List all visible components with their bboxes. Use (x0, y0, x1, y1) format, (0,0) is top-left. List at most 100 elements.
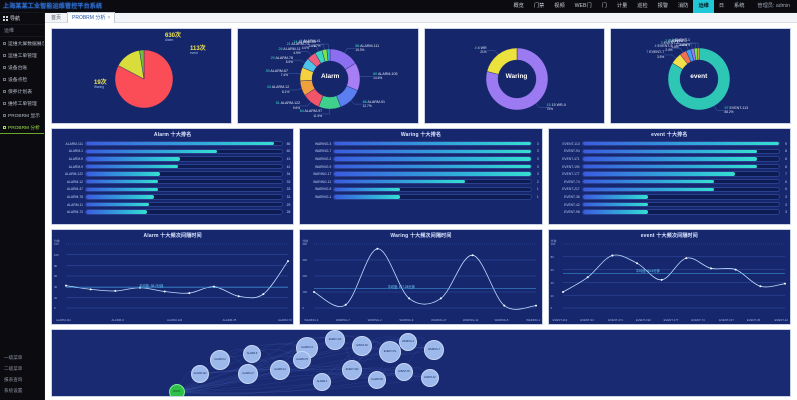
bar-row[interactable]: ALARM-111 86 (55, 140, 290, 148)
nav-item-10[interactable]: 日 (718, 3, 725, 9)
nav-item-0[interactable]: 概览 (513, 3, 524, 9)
pie-slice-6[interactable] (696, 47, 699, 61)
line-point-9[interactable] (287, 260, 289, 263)
nav-item-11[interactable]: 系统 (734, 3, 745, 9)
line-point-3[interactable] (635, 262, 638, 265)
bar-row[interactable]: WARING-17 3 (303, 170, 539, 178)
close-icon[interactable]: × (107, 14, 111, 21)
network-node-13[interactable]: ALARM-55 (368, 371, 386, 389)
nav-item-3[interactable]: WEB门 (574, 3, 592, 9)
bar-row[interactable]: WARING-5 1 (303, 186, 539, 194)
bar-row[interactable]: EVENT-74 6 (552, 178, 787, 186)
pie-slice-0[interactable] (485, 47, 548, 111)
network-node-12[interactable]: ALARM-1 (313, 373, 331, 391)
bar-row[interactable]: EVENT-94 8 (552, 148, 787, 156)
bar-row[interactable]: WARING-3 3 (303, 140, 539, 148)
network-node-6[interactable]: EVENT-113 (325, 330, 345, 350)
bar-row[interactable]: WARING-2 3 (303, 155, 539, 163)
tab-home[interactable]: 首页 (51, 15, 62, 21)
network-graph[interactable]: ALARM-73 ALARM-11 ALARM-9 ALARM-12 ALARM-47 A… (52, 330, 790, 396)
pie-slice-0[interactable] (114, 49, 174, 109)
network-node-14[interactable]: EVENT-36 (395, 363, 413, 381)
event-interval-chart[interactable]: 0 20 40 60 80 100 平均值: 54.6分钟 分钟 EVENT-113 EVENT-… (549, 239, 790, 322)
line-point-0[interactable] (65, 284, 67, 287)
pie-slice-11[interactable] (326, 48, 331, 62)
line-point-5[interactable] (188, 292, 191, 295)
nav-item-2[interactable]: 视频 (554, 3, 565, 9)
bar-row[interactable]: ALARM-12 33 (55, 178, 290, 186)
sidebar-item-5[interactable]: 维修工单管理 (0, 97, 44, 109)
pie-slice-2[interactable] (139, 49, 145, 80)
pie-slice-0[interactable] (667, 47, 730, 111)
sidebar-footer-item-3[interactable]: 系统设置 (4, 387, 23, 393)
network-node-4[interactable]: ALARM-47 (238, 364, 258, 384)
line-point-2[interactable] (610, 254, 613, 257)
line-point-2[interactable] (114, 289, 117, 292)
network-node-5[interactable]: ALARM-78 (293, 351, 311, 369)
line-point-8[interactable] (758, 285, 761, 288)
line-point-7[interactable] (237, 295, 240, 298)
alarm-interval-chart[interactable]: 0 20 40 60 80 100 120 平均值: 38.2分钟 分钟 ALARM-111 ALA… (52, 239, 293, 322)
bar-row[interactable]: WARING-1 1 (303, 193, 539, 201)
bar-row[interactable]: ALARM-73 28 (55, 208, 290, 216)
nav-item-9[interactable]: 运维 (693, 0, 714, 13)
waring-interval-chart[interactable]: 0 100 200 300 400 平均值: 117.28分钟 分钟 WARING-3 WARI… (300, 239, 541, 322)
bar-row[interactable]: EVENT-217 6 (552, 186, 787, 194)
line-point-6[interactable] (213, 285, 215, 288)
waring-rank-bars[interactable]: WARING-3 3 WARING-7 3 WARING-2 3 WARING-9 3 WARI… (300, 138, 541, 201)
sidebar-item-0[interactable]: 运维大屏数据展示 (0, 37, 44, 49)
sidebar-footer-item-2[interactable]: 报表查询 (4, 376, 23, 382)
line-point-6[interactable] (503, 304, 506, 307)
network-node-11[interactable]: WARING-7 (424, 340, 444, 360)
line-point-9[interactable] (783, 282, 786, 285)
alarm-rank-bars[interactable]: ALARM-111 86 ALARM-1 60 ALARM-9 43 ALARM-9 42 AL… (52, 138, 293, 216)
sidebar-item-3[interactable]: 设备点检 (0, 73, 44, 85)
line-point-2[interactable] (376, 247, 379, 250)
line-point-1[interactable] (89, 288, 92, 291)
bar-row[interactable]: WARING-9 3 (303, 163, 539, 171)
network-node-8[interactable]: EVENT-471 (379, 341, 401, 363)
line-point-0[interactable] (561, 291, 564, 293)
bar-row[interactable]: ALARM-122 34 (55, 170, 290, 178)
bar-row[interactable]: EVENT-36 3 (552, 193, 787, 201)
line-point-4[interactable] (163, 290, 166, 293)
network-node-2[interactable]: ALARM-9 (243, 345, 261, 363)
overview-pie-chart[interactable]: 630次 Alarm 113次 event 19次 Waring (52, 29, 231, 123)
line-point-1[interactable] (345, 303, 348, 306)
line-point-0[interactable] (313, 291, 316, 293)
event-rank-bars[interactable]: EVENT-113 9 EVENT-94 8 EVENT-471 8 EVENT-190 8 E… (549, 138, 790, 216)
nav-item-6[interactable]: 巡检 (637, 3, 648, 9)
bar-row[interactable]: ALARM-78 31 (55, 193, 290, 201)
bar-row[interactable]: EVENT-42 3 (552, 201, 787, 209)
network-node-1[interactable]: ALARM-11 (210, 350, 230, 370)
bar-row[interactable]: WARING-12 2 (303, 178, 539, 186)
network-node-10[interactable]: WARING-3 (399, 333, 417, 351)
tab-probrm-analysis[interactable]: PROBRM 分析 × (67, 11, 116, 24)
line-point-6[interactable] (709, 267, 712, 270)
line-point-4[interactable] (440, 297, 443, 300)
nav-item-4[interactable]: 门 (601, 3, 607, 9)
network-node-15[interactable]: EVENT-42 (421, 369, 439, 387)
nav-item-7[interactable]: 报警 (657, 3, 669, 9)
bar-row[interactable]: ALARM-47 33 (55, 186, 290, 194)
sidebar-item-2[interactable]: 设备台账 (0, 61, 44, 73)
sidebar-item-1[interactable]: 运维工单管理 (0, 49, 44, 61)
bar-row[interactable]: EVENT-98 3 (552, 208, 787, 216)
line-point-1[interactable] (586, 276, 589, 279)
sidebar-item-7[interactable]: PROBRM 分析 (0, 121, 44, 134)
bar-row[interactable]: EVENT-113 9 (552, 140, 787, 148)
bar-row[interactable]: EVENT-190 8 (552, 163, 787, 171)
line-point-3[interactable] (408, 297, 411, 300)
nav-item-1[interactable]: 门禁 (533, 3, 545, 9)
nav-item-5[interactable]: 计量 (616, 3, 628, 9)
line-point-7[interactable] (734, 268, 737, 271)
bar-row[interactable]: WARING-7 3 (303, 148, 539, 156)
network-node-17[interactable]: ROOT (169, 384, 185, 396)
bar-row[interactable]: EVENT-471 8 (552, 155, 787, 163)
bar-row[interactable]: ALARM-11 29 (55, 201, 290, 209)
bar-row[interactable]: ALARM-1 60 (55, 148, 290, 156)
line-point-8[interactable] (262, 293, 265, 296)
network-node-3[interactable]: ALARM-12 (270, 360, 290, 380)
bar-row[interactable]: ALARM-9 43 (55, 155, 290, 163)
line-point-4[interactable] (660, 278, 663, 281)
